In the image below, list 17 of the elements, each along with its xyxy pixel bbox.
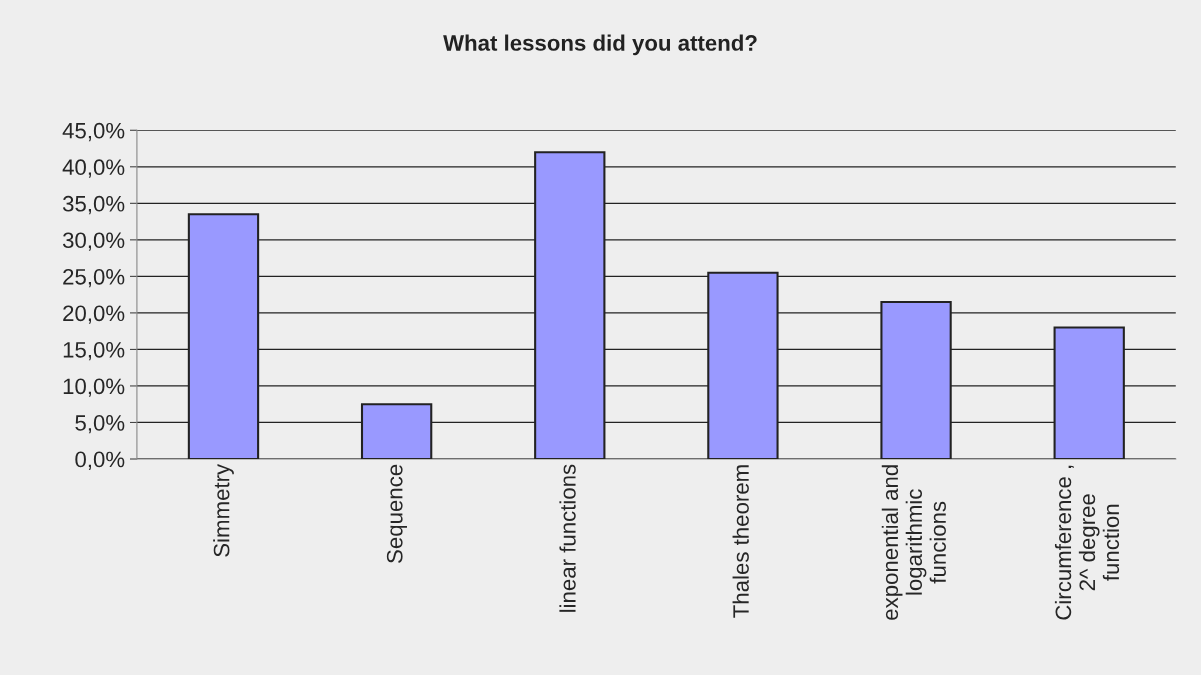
y-tick-label: 25,0% [63,268,125,288]
x-tick-label: exponential and logarithmic funcions [881,465,946,620]
chart-title: What lessons did you attend? [443,34,757,56]
y-tick-label: 20,0% [63,305,125,324]
y-tick-label: 10,0% [63,378,125,397]
y-tick-label: 40,0% [62,159,125,178]
x-tick-label: Circumference , 2^ degree function [1054,465,1120,620]
x-tick-label: Simmetry [213,463,234,557]
y-tick-label: 35,0% [62,195,125,215]
x-tick-label: Sequence [386,464,407,563]
x-tick-label: linear functions [559,464,576,612]
y-tick-label: 30,0% [62,232,125,251]
x-tick-label: Thales theorem [732,465,749,618]
y-tick-label: 45,0% [62,122,125,142]
y-tick-label: 5,0% [75,415,125,434]
y-tick-label: 0,0% [75,451,125,470]
y-tick-label: 15,0% [63,341,125,361]
